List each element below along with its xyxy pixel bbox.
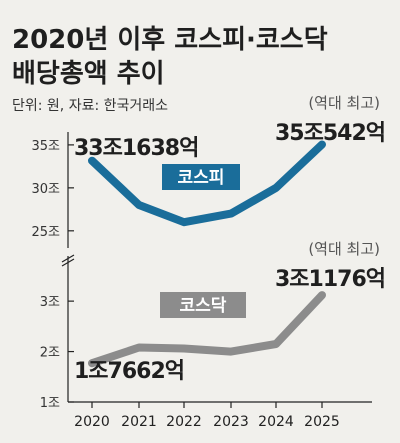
- chart-title-line2: 배당총액 추이: [12, 59, 165, 89]
- kosdaq-record-note: (역대 최고): [308, 240, 380, 258]
- kosdaq-y-tick-label: 2조: [40, 346, 60, 361]
- x-tick-label: 2025: [304, 414, 340, 430]
- kosdaq-y-tick-label: 1조: [40, 396, 60, 411]
- x-ticks: 2020 2021 2022 2023 2024 2025: [74, 402, 340, 430]
- kospi-series-line: [88, 140, 326, 227]
- kospi-points: [91, 144, 323, 223]
- x-tick-label: 2024: [258, 414, 294, 430]
- kosdaq-y-tick-label: 3조: [40, 295, 60, 310]
- kospi-y-tick-label: 30조: [31, 182, 60, 197]
- kospi-record-note: (역대 최고): [308, 94, 380, 112]
- x-tick-label: 2021: [121, 414, 157, 430]
- kosdaq-series-label-box: [160, 292, 246, 318]
- x-tick-label: 2022: [166, 414, 202, 430]
- kospi-series-label: 코스피: [178, 168, 225, 188]
- kosdaq-y-ticks: 3조 2조 1조: [40, 295, 74, 411]
- x-tick-label: 2020: [74, 414, 110, 430]
- kosdaq-series-label: 코스닥: [180, 296, 227, 316]
- kosdaq-points: [91, 295, 323, 364]
- source-note: 단위: 원, 자료: 한국거래소: [12, 98, 168, 114]
- kospi-series-label-box: [162, 164, 240, 190]
- kosdaq-series-line: [88, 291, 326, 368]
- kospi-y-ticks: 35조 30조 25조: [31, 139, 74, 240]
- kospi-y-tick-label: 25조: [31, 225, 60, 240]
- kospi-end-annotation: 35조542억: [275, 121, 385, 146]
- chart-title-line1: 2020년 이후 코스피·코스닥: [12, 25, 328, 55]
- kosdaq-end-annotation: 3조1176억: [275, 267, 385, 292]
- kospi-y-tick-label: 35조: [31, 139, 60, 154]
- x-tick-label: 2023: [213, 414, 249, 430]
- kospi-start-annotation: 33조1638억: [74, 136, 198, 161]
- kosdaq-start-annotation: 1조7662억: [74, 359, 184, 384]
